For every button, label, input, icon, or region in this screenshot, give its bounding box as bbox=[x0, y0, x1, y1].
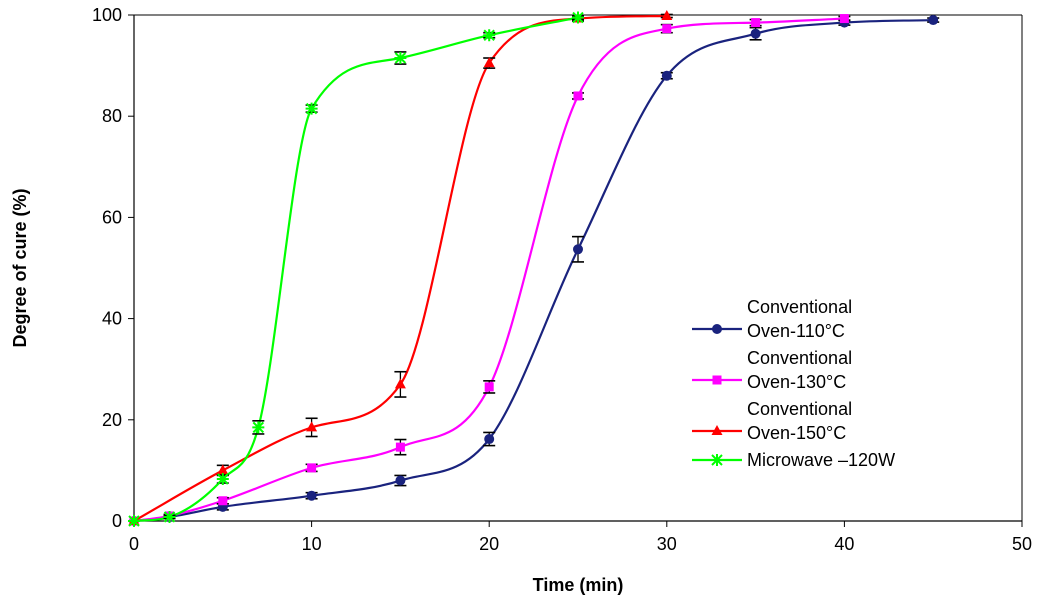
x-axis-ticks: 0 10 20 30 40 50 bbox=[129, 521, 1032, 554]
data-point bbox=[483, 57, 495, 68]
legend-label: Oven-150°C bbox=[747, 423, 846, 443]
legend-swatch-marker bbox=[712, 324, 722, 334]
data-point bbox=[306, 490, 317, 501]
data-point bbox=[573, 91, 583, 101]
legend-item: Conventional Oven-110°C bbox=[692, 297, 852, 341]
data-point bbox=[395, 442, 405, 452]
data-point bbox=[163, 510, 176, 523]
x-tick-label: 30 bbox=[657, 534, 677, 554]
data-point bbox=[573, 244, 583, 255]
legend-label: Conventional bbox=[747, 297, 852, 317]
legend-item: Conventional Oven-150°C bbox=[692, 399, 852, 443]
data-point bbox=[928, 15, 939, 26]
x-tick-label: 50 bbox=[1012, 534, 1032, 554]
legend-item: Microwave –120W bbox=[692, 450, 895, 470]
legend-label: Conventional bbox=[747, 399, 852, 419]
data-point bbox=[306, 421, 318, 432]
series-line bbox=[133, 16, 579, 523]
data-point bbox=[662, 24, 672, 34]
data-point bbox=[307, 463, 317, 473]
series-1 bbox=[129, 14, 851, 526]
series-3 bbox=[128, 11, 584, 527]
data-point bbox=[484, 434, 495, 445]
y-tick-label: 40 bbox=[102, 309, 122, 329]
data-point bbox=[394, 52, 407, 65]
data-point bbox=[483, 29, 496, 42]
data-point bbox=[750, 28, 761, 39]
data-point bbox=[217, 464, 229, 475]
data-point bbox=[572, 11, 584, 24]
legend-swatch-marker bbox=[711, 454, 723, 466]
data-point bbox=[839, 14, 849, 24]
data-point bbox=[216, 473, 229, 486]
y-tick-label: 100 bbox=[92, 5, 122, 25]
legend-label: Microwave –120W bbox=[747, 450, 895, 470]
data-point bbox=[305, 102, 318, 115]
data-point bbox=[252, 421, 265, 434]
y-axis-ticks: 0 20 40 60 80 100 bbox=[92, 5, 134, 531]
x-tick-label: 0 bbox=[129, 534, 139, 554]
y-axis-title: Degree of cure (%) bbox=[10, 188, 30, 347]
x-tick-label: 40 bbox=[834, 534, 854, 554]
data-point bbox=[751, 18, 761, 28]
data-point bbox=[661, 70, 672, 81]
data-point bbox=[395, 475, 406, 486]
data-point bbox=[484, 382, 494, 392]
legend: Conventional Oven-110°C Conventional Oven-1… bbox=[692, 297, 895, 470]
x-tick-label: 10 bbox=[302, 534, 322, 554]
y-tick-label: 0 bbox=[112, 511, 122, 531]
legend-swatch-marker bbox=[712, 375, 722, 385]
data-point bbox=[218, 496, 228, 506]
legend-swatch-marker bbox=[711, 425, 723, 435]
y-tick-label: 80 bbox=[102, 106, 122, 126]
x-axis-title: Time (min) bbox=[533, 575, 624, 595]
x-tick-label: 20 bbox=[479, 534, 499, 554]
series-layer bbox=[128, 10, 940, 527]
data-point bbox=[128, 515, 140, 527]
y-tick-label: 20 bbox=[102, 410, 122, 430]
data-point bbox=[394, 378, 406, 389]
legend-label: Conventional bbox=[747, 348, 852, 368]
legend-label: Oven-110°C bbox=[747, 321, 845, 341]
legend-label: Oven-130°C bbox=[747, 372, 846, 392]
legend-item: Conventional Oven-130°C bbox=[692, 348, 852, 392]
y-tick-label: 60 bbox=[102, 207, 122, 227]
data-point bbox=[661, 10, 673, 21]
